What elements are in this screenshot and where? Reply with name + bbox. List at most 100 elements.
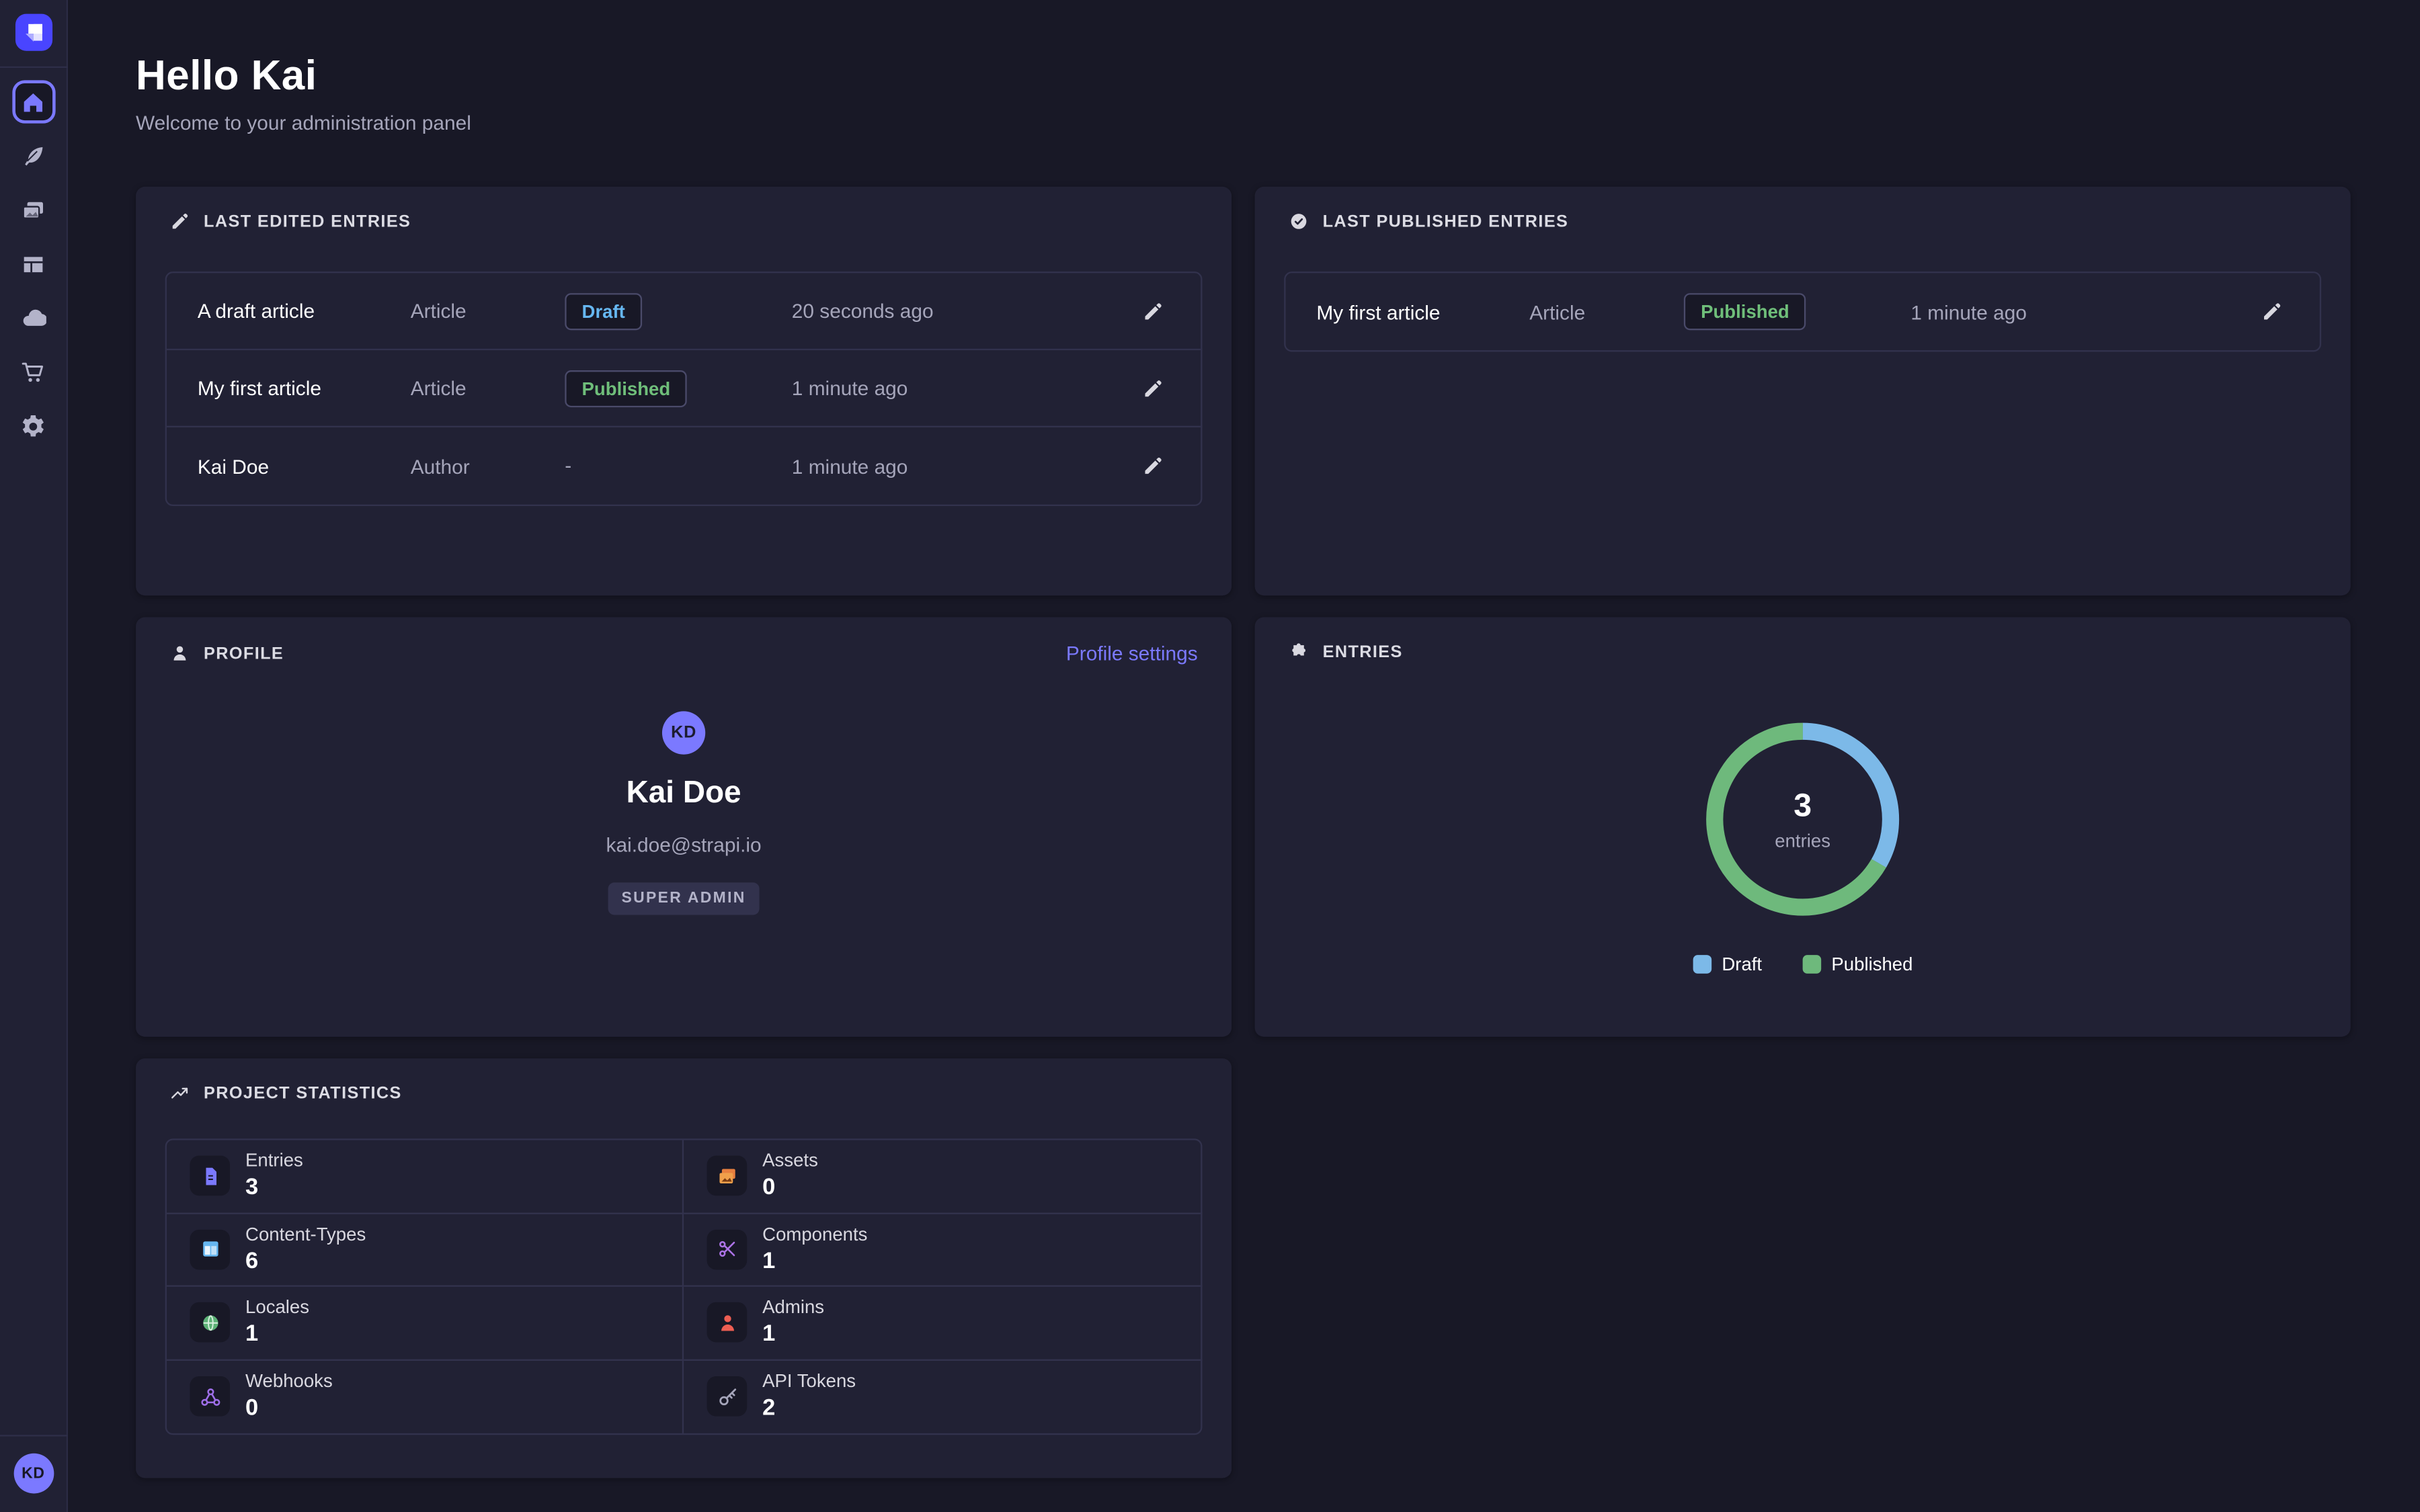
legend-item-draft: Draft bbox=[1693, 954, 1762, 975]
card-title: ENTRIES bbox=[1323, 642, 1403, 661]
sidebar: KD bbox=[0, 0, 68, 1512]
stat-value: 0 bbox=[762, 1175, 775, 1201]
entry-kind: Author bbox=[411, 454, 565, 477]
page-subtitle: Welcome to your administration panel bbox=[136, 111, 2351, 134]
stat-value: 1 bbox=[762, 1248, 775, 1274]
last-published-entries-card: LAST PUBLISHED ENTRIES My first article … bbox=[1255, 187, 2351, 595]
chart-legend: Draft Published bbox=[1289, 954, 2316, 975]
sidebar-nav bbox=[11, 80, 54, 447]
key-icon bbox=[707, 1377, 748, 1417]
legend-item-published: Published bbox=[1802, 954, 1913, 975]
profile-avatar: KD bbox=[662, 711, 705, 754]
profile-name: Kai Doe bbox=[627, 776, 741, 812]
pencil-icon bbox=[1142, 300, 1164, 322]
images-icon bbox=[707, 1156, 748, 1196]
sidebar-item-marketplace[interactable] bbox=[11, 350, 54, 393]
strapi-logo-icon bbox=[15, 14, 52, 51]
stat-admins: Admins1 bbox=[684, 1287, 1201, 1360]
user-icon bbox=[707, 1302, 748, 1343]
stats-table: Entries3 Assets0 Content-Types6 bbox=[165, 1138, 1203, 1435]
sidebar-item-content-manager[interactable] bbox=[11, 134, 54, 177]
sidebar-item-cloud[interactable] bbox=[11, 296, 54, 339]
card-title: LAST PUBLISHED ENTRIES bbox=[1323, 212, 1569, 231]
entry-time: 1 minute ago bbox=[792, 376, 1078, 399]
entries-donut-chart: 3 entries bbox=[1695, 711, 1910, 927]
stat-label: Components bbox=[762, 1223, 867, 1245]
sidebar-item-settings[interactable] bbox=[11, 405, 54, 448]
entry-name: A draft article bbox=[198, 299, 411, 322]
document-icon bbox=[190, 1156, 230, 1196]
sidebar-divider bbox=[0, 67, 67, 68]
stat-label: Admins bbox=[762, 1296, 824, 1318]
user-avatar[interactable]: KD bbox=[13, 1454, 54, 1494]
stat-assets: Assets 0 bbox=[684, 1140, 1201, 1214]
stat-value: 2 bbox=[762, 1395, 775, 1421]
entry-time: 1 minute ago bbox=[792, 454, 1078, 477]
sidebar-item-home[interactable] bbox=[11, 80, 54, 123]
home-icon bbox=[20, 89, 46, 115]
main-content: Hello Kai Welcome to your administration… bbox=[68, 0, 2420, 1512]
pencil-icon bbox=[170, 212, 190, 232]
entries-header: ENTRIES bbox=[1289, 642, 2316, 662]
profile-card: PROFILE Profile settings KD Kai Doe kai.… bbox=[136, 617, 1232, 1036]
last-edited-entries-header: LAST EDITED ENTRIES bbox=[170, 212, 1198, 232]
status-badge: Published bbox=[1684, 293, 1806, 330]
sidebar-footer: KD bbox=[0, 1435, 67, 1512]
card-title: PROFILE bbox=[204, 644, 284, 663]
card-title: LAST EDITED ENTRIES bbox=[204, 212, 411, 231]
stat-value: 1 bbox=[245, 1321, 258, 1347]
stat-value: 6 bbox=[245, 1248, 258, 1274]
entry-name: Kai Doe bbox=[198, 454, 411, 477]
strapi-logo[interactable] bbox=[15, 14, 52, 51]
status-badge: Published bbox=[565, 370, 687, 407]
images-icon bbox=[20, 197, 46, 223]
stat-api-tokens: API Tokens2 bbox=[684, 1360, 1201, 1433]
last-edited-entries-card: LAST EDITED ENTRIES A draft article Arti… bbox=[136, 187, 1232, 595]
feather-icon bbox=[20, 142, 46, 169]
last-edited-table: A draft article Article Draft 20 seconds… bbox=[165, 271, 1203, 506]
stat-locales: Locales 1 bbox=[167, 1287, 684, 1360]
stat-label: Locales bbox=[245, 1296, 309, 1318]
role-badge: SUPER ADMIN bbox=[608, 882, 760, 915]
donut-center: 3 entries bbox=[1695, 711, 1910, 927]
sidebar-item-media-library[interactable] bbox=[11, 188, 54, 231]
stat-value: 0 bbox=[245, 1395, 258, 1421]
stat-label: Content-Types bbox=[245, 1223, 366, 1245]
card-title: PROJECT STATISTICS bbox=[204, 1084, 402, 1103]
legend-label: Draft bbox=[1722, 954, 1762, 975]
cart-icon bbox=[20, 359, 46, 385]
published-swatch bbox=[1802, 955, 1821, 974]
pencil-icon bbox=[1142, 455, 1164, 476]
globe-icon bbox=[190, 1302, 230, 1343]
check-circle-icon bbox=[1289, 212, 1309, 232]
entry-name: My first article bbox=[198, 376, 411, 399]
pencil-icon bbox=[2261, 301, 2283, 323]
donut-label: entries bbox=[1775, 829, 1830, 851]
donut-value: 3 bbox=[1793, 788, 1812, 825]
table-row[interactable]: Kai Doe Author - 1 minute ago bbox=[167, 427, 1201, 505]
status-badge: Draft bbox=[565, 292, 642, 329]
entry-time: 20 seconds ago bbox=[792, 299, 1078, 322]
edit-entry-button[interactable] bbox=[1136, 371, 1170, 405]
edit-entry-button[interactable] bbox=[1136, 449, 1170, 483]
stat-content-types: Content-Types 6 bbox=[167, 1214, 684, 1287]
project-statistics-header: PROJECT STATISTICS bbox=[170, 1083, 1198, 1103]
table-row[interactable]: My first article Article Published 1 min… bbox=[167, 350, 1201, 427]
table-row[interactable]: My first article Article Published 1 min… bbox=[1285, 273, 2319, 350]
webhook-icon bbox=[190, 1377, 230, 1417]
entry-kind: Article bbox=[1529, 300, 1684, 323]
strapi-admin-dashboard: KD Hello Kai Welcome to your administrat… bbox=[0, 0, 2420, 1512]
puzzle-icon bbox=[1289, 642, 1309, 662]
profile-header: PROFILE Profile settings bbox=[170, 642, 1198, 665]
entry-time: 1 minute ago bbox=[1910, 300, 2196, 323]
profile-body: KD Kai Doe kai.doe@strapi.io SUPER ADMIN bbox=[170, 711, 1198, 915]
dashboard-grid: LAST EDITED ENTRIES A draft article Arti… bbox=[136, 187, 2351, 1478]
edit-entry-button[interactable] bbox=[1136, 294, 1170, 328]
last-published-entries-header: LAST PUBLISHED ENTRIES bbox=[1289, 212, 2316, 232]
profile-settings-link[interactable]: Profile settings bbox=[1066, 642, 1198, 665]
stat-label: Assets bbox=[762, 1150, 818, 1171]
sidebar-item-content-type-builder[interactable] bbox=[11, 242, 54, 285]
table-row[interactable]: A draft article Article Draft 20 seconds… bbox=[167, 273, 1201, 350]
edit-entry-button[interactable] bbox=[2255, 295, 2289, 329]
pencil-icon bbox=[1142, 377, 1164, 398]
